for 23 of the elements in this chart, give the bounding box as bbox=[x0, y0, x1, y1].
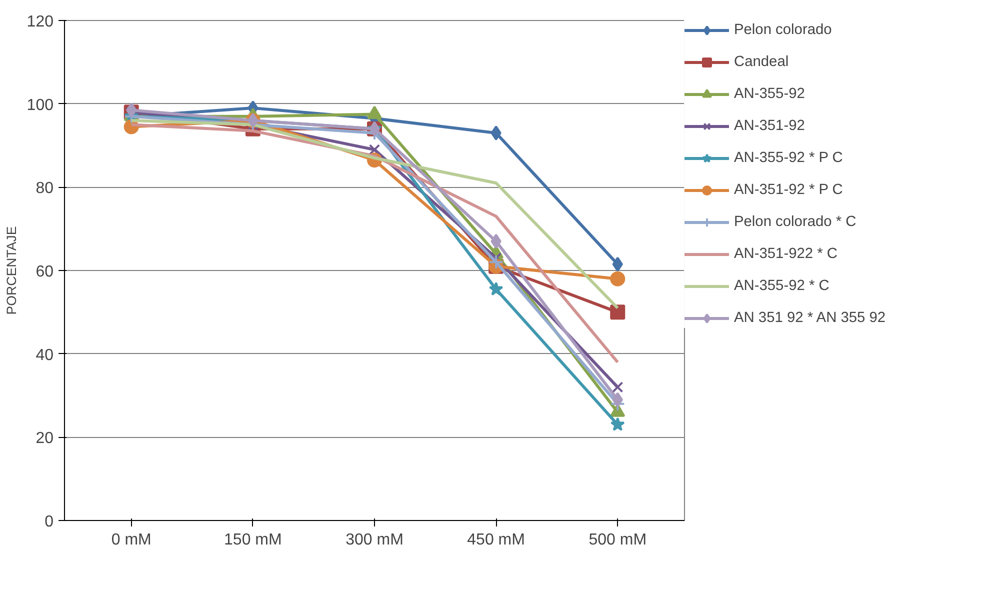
legend-label: AN-351-92 * P C bbox=[734, 182, 843, 198]
legend-label: AN-351-922 * C bbox=[734, 246, 838, 262]
legend-label: AN-355-92 * C bbox=[734, 278, 830, 294]
x-tick-label: 150 mM bbox=[224, 532, 282, 548]
legend-label: Candeal bbox=[734, 54, 789, 70]
x-tick-label: 450 mM bbox=[467, 532, 525, 548]
legend-label: Pelon colorado * C bbox=[734, 214, 856, 230]
y-tick-label: 40 bbox=[36, 346, 54, 364]
x-tick-label: 500 mM bbox=[588, 532, 647, 548]
y-axis-title: PORCENTAJE bbox=[4, 226, 19, 315]
legend-label: AN-355-92 bbox=[734, 86, 805, 102]
y-tick-label: 20 bbox=[36, 430, 54, 448]
legend-label: AN-355-92 * P C bbox=[734, 150, 843, 166]
y-tick-label: 100 bbox=[26, 96, 54, 114]
y-tick-label: 80 bbox=[36, 180, 54, 198]
y-tick-label: 120 bbox=[26, 14, 54, 30]
legend-label: AN-351-92 bbox=[734, 118, 805, 134]
y-tick-label: 0 bbox=[44, 514, 54, 530]
legend-label: Pelon colorado bbox=[734, 22, 832, 38]
y-tick-label: 60 bbox=[36, 264, 54, 280]
x-tick-label: 0 mM bbox=[111, 532, 152, 548]
legend-label: AN 351 92 * AN 355 92 bbox=[734, 310, 886, 326]
x-tick-label: 300 mM bbox=[346, 532, 404, 548]
